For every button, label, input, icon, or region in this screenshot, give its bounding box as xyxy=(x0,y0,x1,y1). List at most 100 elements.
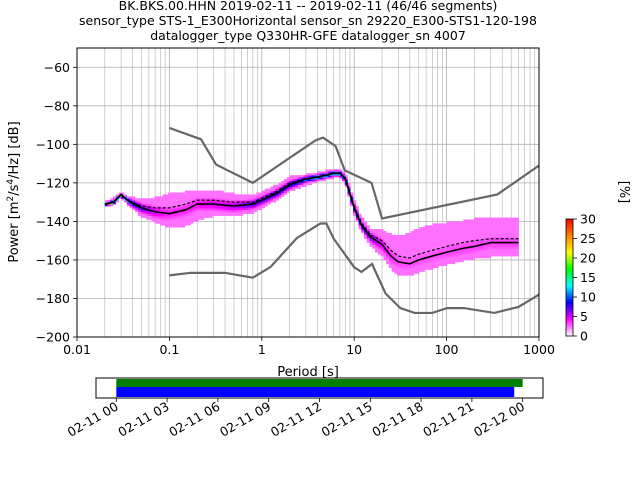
heatmap-cell xyxy=(159,219,164,222)
heatmap-cell xyxy=(430,252,434,255)
heatmap-cell xyxy=(512,248,517,251)
heatmap-cell xyxy=(452,256,456,259)
heatmap-cell xyxy=(361,217,365,220)
heatmap-cell xyxy=(507,236,511,240)
heatmap-cell xyxy=(154,219,158,222)
heatmap-cell xyxy=(419,250,423,253)
heatmap-cell xyxy=(438,254,442,257)
x-tick-label: 100 xyxy=(435,342,459,357)
heatmap-cell xyxy=(488,227,492,230)
heatmap-cell xyxy=(388,232,392,236)
heatmap-cell xyxy=(496,231,500,234)
heatmap-cell xyxy=(408,269,412,272)
heatmap-cell xyxy=(479,240,483,243)
heatmap-cell xyxy=(215,211,219,214)
heatmap-cell xyxy=(173,223,177,226)
heatmap-cell xyxy=(212,209,216,213)
heatmap-cell xyxy=(289,175,293,178)
heatmap-cell xyxy=(463,252,467,255)
heatmap-cell xyxy=(228,209,232,213)
heatmap-cell xyxy=(444,252,448,255)
heatmap-cell xyxy=(184,202,188,205)
heatmap-cell xyxy=(408,234,412,238)
heatmap-cell xyxy=(187,221,191,224)
heatmap-cell xyxy=(182,200,186,203)
heatmap-cell xyxy=(444,261,448,265)
y-tick-label: −180 xyxy=(36,291,70,306)
heatmap-cell xyxy=(515,242,519,245)
heatmap-cell xyxy=(501,240,506,243)
heatmap-cell xyxy=(201,204,205,207)
heatmap-cell xyxy=(239,200,244,203)
heatmap-cell xyxy=(424,225,428,228)
heatmap-cell xyxy=(488,250,492,253)
heatmap-cell xyxy=(457,223,461,226)
heatmap-cell xyxy=(303,184,307,188)
heatmap-cell xyxy=(410,250,414,253)
heatmap-cell xyxy=(168,202,172,205)
heatmap-cell xyxy=(466,258,470,261)
heatmap-cell xyxy=(424,242,428,245)
heatmap-cell xyxy=(419,227,423,230)
heatmap-cell xyxy=(187,217,191,220)
heatmap-cell xyxy=(126,204,130,207)
heatmap-cell xyxy=(242,198,246,201)
heatmap-cell xyxy=(496,238,500,241)
heatmap-cell xyxy=(471,225,475,228)
heatmap-cell xyxy=(485,229,489,232)
heatmap-cell xyxy=(245,207,249,211)
heatmap-cell xyxy=(485,231,489,234)
heatmap-cell xyxy=(154,198,158,201)
heatmap-cell xyxy=(402,242,406,245)
heatmap-cell xyxy=(289,188,293,191)
heatmap-cell xyxy=(493,254,497,257)
heatmap-cell xyxy=(104,204,108,207)
heatmap-cell xyxy=(504,227,508,230)
heatmap-cell xyxy=(264,202,268,205)
heatmap-cell xyxy=(504,225,508,228)
heatmap-cell xyxy=(479,246,483,249)
heatmap-cell xyxy=(512,254,517,257)
heatmap-cell xyxy=(386,238,390,241)
heatmap-cell xyxy=(460,236,464,240)
heatmap-cell xyxy=(430,246,434,249)
heatmap-cell xyxy=(270,190,274,193)
heatmap-cell xyxy=(366,238,370,241)
heatmap-cell xyxy=(427,259,431,263)
heatmap-cell xyxy=(402,246,406,249)
heatmap-cell xyxy=(399,258,403,261)
heatmap-cell xyxy=(209,190,213,193)
heatmap-cell xyxy=(466,219,470,222)
heatmap-cell xyxy=(380,252,384,255)
heatmap-cell xyxy=(262,190,266,193)
heatmap-cell xyxy=(449,242,453,245)
heatmap-cell xyxy=(399,242,403,245)
heatmap-cell xyxy=(148,213,152,216)
heatmap-cell xyxy=(402,269,406,272)
heatmap-cell xyxy=(157,196,161,199)
heatmap-cell xyxy=(380,250,384,253)
heatmap-cell xyxy=(275,188,279,191)
heatmap-cell xyxy=(308,173,312,176)
heatmap-cell xyxy=(308,175,312,178)
heatmap-cell xyxy=(493,234,497,238)
heatmap-cell xyxy=(245,205,249,209)
heatmap-cell xyxy=(262,200,266,203)
heatmap-cell xyxy=(182,219,186,222)
heatmap-cell xyxy=(485,221,489,224)
heatmap-cell xyxy=(226,207,230,211)
heatmap-cell xyxy=(460,252,464,255)
heatmap-cell xyxy=(110,200,114,203)
heatmap-cell xyxy=(474,246,478,249)
heatmap-cell xyxy=(344,184,348,188)
heatmap-cell xyxy=(377,244,381,247)
heatmap-cell xyxy=(358,213,362,216)
heatmap-cell xyxy=(468,231,472,234)
heatmap-cell xyxy=(477,223,481,226)
heatmap-cell xyxy=(300,180,304,184)
heatmap-cell xyxy=(179,196,183,199)
heatmap-cell xyxy=(460,231,464,234)
heatmap-cell xyxy=(438,223,442,226)
